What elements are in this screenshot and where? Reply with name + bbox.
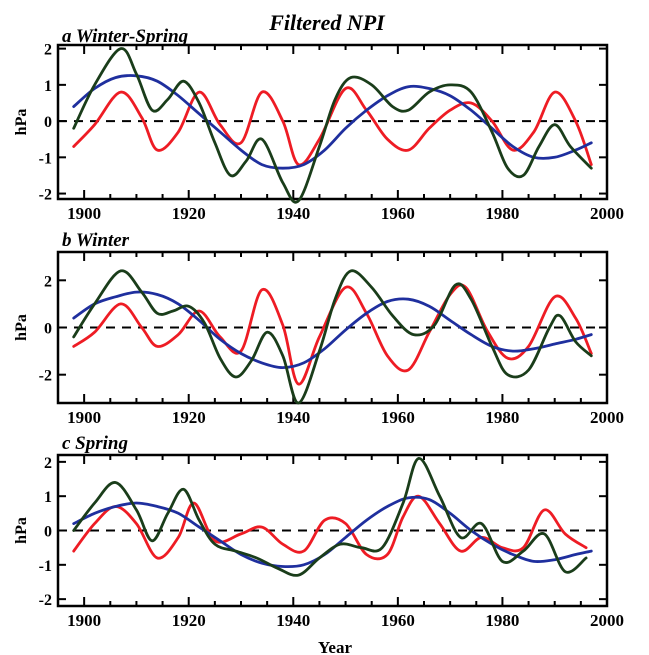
y-tick-label: 2	[44, 273, 52, 290]
x-tick-label: 1900	[67, 204, 101, 223]
x-axis-title: Year	[318, 638, 352, 655]
y-tick-label: 0	[44, 321, 52, 338]
x-tick-label: 1920	[172, 204, 206, 223]
x-tick-label: 1920	[172, 408, 206, 427]
series-line-1	[72, 494, 588, 561]
x-tick-label: 1900	[67, 611, 101, 630]
y-tick-label: 2	[44, 455, 52, 472]
series-line-1	[72, 283, 593, 386]
y-tick-label: -2	[39, 187, 52, 204]
x-tick-label: 1940	[276, 611, 310, 630]
x-tick-label: 1900	[67, 408, 101, 427]
x-tick-label: 1920	[172, 611, 206, 630]
panel-label: a Winter-Spring	[62, 26, 188, 47]
panel-label: c Spring	[62, 433, 128, 454]
series-line-2	[72, 457, 588, 577]
x-tick-label: 2000	[590, 408, 624, 427]
y-axis-label: hPa	[13, 517, 30, 544]
y-tick-label: 0	[44, 114, 52, 131]
y-axis-label: hPa	[13, 109, 30, 136]
y-tick-label: 0	[44, 524, 52, 541]
x-tick-label: 1960	[381, 204, 415, 223]
y-tick-label: -1	[39, 558, 52, 575]
figure-title: Filtered NPI	[268, 10, 386, 35]
series-line-3	[72, 290, 593, 369]
x-tick-label: 1940	[276, 408, 310, 427]
x-tick-label: 1960	[381, 408, 415, 427]
panel-label: b Winter	[62, 230, 130, 251]
series-line-2	[72, 47, 593, 204]
x-tick-label: 1940	[276, 204, 310, 223]
y-tick-label: -2	[39, 368, 52, 385]
x-tick-label: 1960	[381, 611, 415, 630]
y-tick-label: 1	[44, 78, 52, 95]
x-tick-label: 1980	[485, 408, 519, 427]
y-axis-label: hPa	[13, 314, 30, 341]
x-tick-label: 1980	[485, 204, 519, 223]
series-line-3	[72, 495, 593, 569]
y-tick-label: -2	[39, 592, 52, 609]
y-tick-label: 2	[44, 42, 52, 59]
x-tick-label: 2000	[590, 204, 624, 223]
panel-3: c Spring hPa 1900 1920 1940 1960 1980 2000 -2 -1 0…	[13, 433, 624, 630]
x-tick-label: 1980	[485, 611, 519, 630]
y-tick-label: -1	[39, 150, 52, 167]
panel-2: b Winter hPa 1900 1920 1940 1960 1980 2000 -2 0 2	[13, 230, 624, 427]
x-tick-label: 2000	[590, 611, 624, 630]
series-line-3	[72, 74, 593, 170]
y-tick-label: 1	[44, 489, 52, 506]
series-line-2	[72, 269, 593, 405]
series-line-1	[72, 86, 593, 167]
